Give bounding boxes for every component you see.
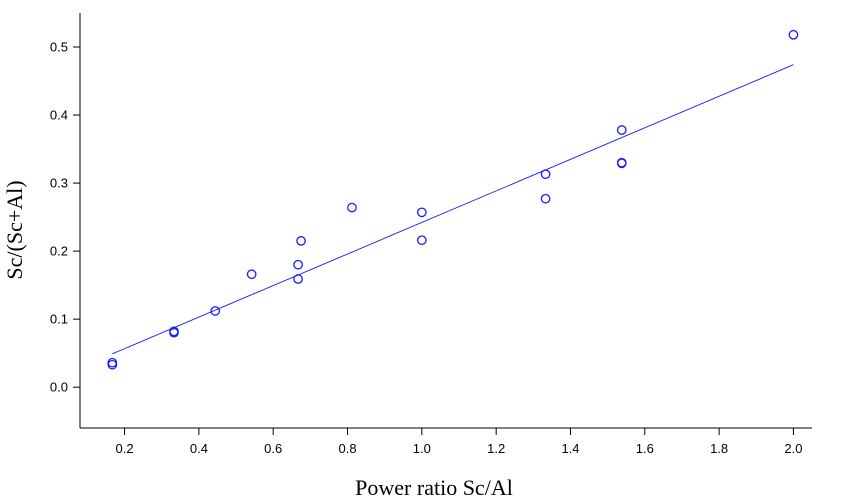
data-points <box>107 29 799 370</box>
data-point <box>616 158 627 169</box>
data-point <box>210 306 221 316</box>
x-tick-label: 0.4 <box>190 441 208 456</box>
x-tick-label: 0.8 <box>338 441 356 456</box>
data-point <box>788 29 799 40</box>
y-axis-title: Sc/(Sc+Al) <box>2 180 27 279</box>
x-tick-label: 2.0 <box>784 441 802 456</box>
y-tick-label: 0.2 <box>50 244 68 259</box>
data-point <box>540 193 551 204</box>
data-point <box>416 207 427 218</box>
data-point <box>416 235 427 246</box>
x-tick-label: 1.4 <box>561 441 579 456</box>
y-tick-label: 0.1 <box>50 312 68 327</box>
axes: 0.2 0.4 0.6 0.8 1.0 1.2 1.4 1.6 1.8 2.0 0.0 0.1 0.2 0… <box>50 13 812 456</box>
data-point <box>293 259 303 270</box>
data-point <box>540 169 551 180</box>
y-tick-label: 0.4 <box>50 108 68 123</box>
x-tick-label: 1.8 <box>710 441 728 456</box>
data-point <box>169 327 179 338</box>
fit-line-group <box>112 64 794 355</box>
x-axis-title: Power ratio Sc/Al <box>355 475 513 500</box>
y-tick-label: 0.3 <box>50 176 68 191</box>
data-point <box>293 274 303 284</box>
fit-line <box>112 64 794 355</box>
data-point <box>246 269 257 280</box>
x-tick-label: 0.2 <box>116 441 134 456</box>
x-tick-label: 1.6 <box>636 441 654 456</box>
x-tick-label: 1.0 <box>413 441 431 456</box>
data-point <box>347 202 357 213</box>
data-point <box>296 236 306 246</box>
x-tick-label: 0.6 <box>264 441 282 456</box>
data-point <box>616 125 627 135</box>
y-tick-label: 0.0 <box>50 380 68 395</box>
data-point <box>107 359 118 370</box>
y-tick-label: 0.5 <box>50 40 68 55</box>
x-tick-label: 1.2 <box>487 441 505 456</box>
